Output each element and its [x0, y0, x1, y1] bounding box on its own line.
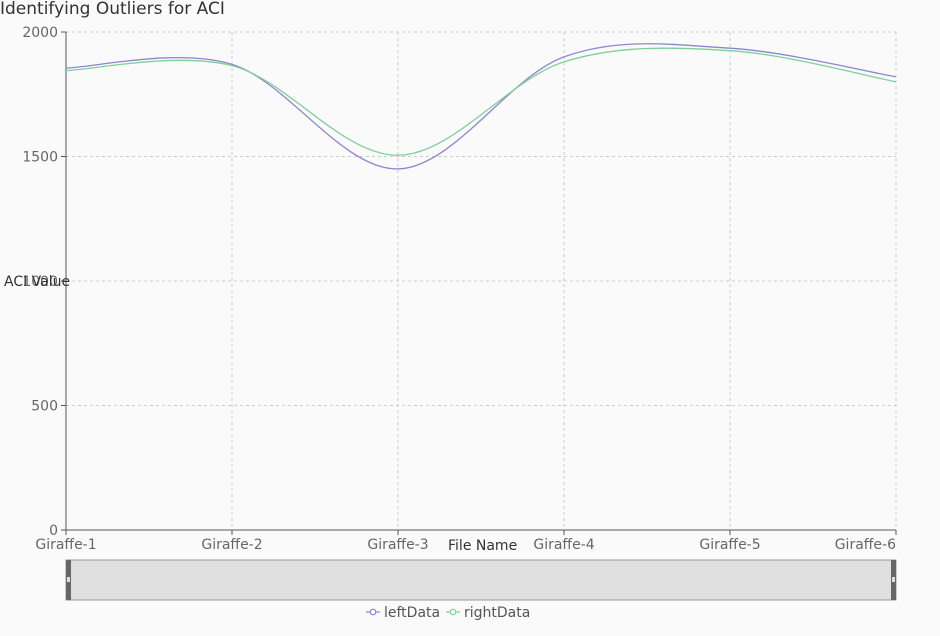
x-tick-label: Giraffe-5 — [699, 537, 760, 553]
axes — [61, 31, 897, 535]
x-tick-label: Giraffe-4 — [533, 537, 594, 553]
chart-title: Identifying Outliers for ACI — [0, 0, 225, 19]
legend-circle-marker — [449, 608, 457, 616]
slider-left-grip — [67, 577, 70, 582]
y-tick-label: 500 — [31, 399, 58, 415]
zoom-slider[interactable] — [65, 559, 897, 601]
legend-label: rightData — [464, 605, 530, 621]
x-tick-label: Giraffe-1 — [35, 537, 96, 553]
y-tick-label: 1000 — [22, 274, 58, 290]
series-lines — [65, 43, 897, 170]
x-tick-label: Giraffe-2 — [201, 537, 262, 553]
series-line-rightData — [65, 47, 897, 156]
x-tick-label: Giraffe-6 — [835, 537, 896, 553]
y-tick-label: 0 — [49, 523, 58, 539]
grid-lines — [66, 31, 897, 530]
x-tick-label: Giraffe-3 — [367, 537, 428, 553]
legend-item-leftData[interactable]: leftData — [366, 605, 440, 621]
legend-item-rightData[interactable]: rightData — [446, 605, 530, 621]
series-line-leftData — [65, 43, 897, 170]
y-axis-title: ACI Value — [4, 274, 70, 290]
slider-right-grip — [892, 577, 895, 582]
legend-circle-marker — [369, 608, 377, 616]
y-tick-label: 1500 — [22, 150, 58, 166]
x-axis-title: File Name — [448, 538, 517, 554]
y-tick-label: 2000 — [22, 25, 58, 41]
legend-label: leftData — [384, 605, 440, 621]
slider-track[interactable] — [65, 559, 897, 601]
legend: leftData rightData — [366, 605, 530, 621]
tick-labels: 0 500 1000 1500 2000 Giraffe-1 Giraffe-2 Giraff… — [22, 25, 896, 553]
